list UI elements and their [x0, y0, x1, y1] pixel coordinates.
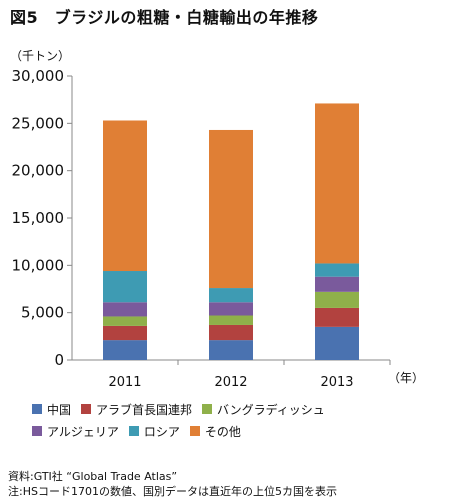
legend-item-uae: アラブ首長国連邦	[81, 401, 192, 418]
legend-label: その他	[204, 424, 241, 439]
legend-swatch	[202, 404, 213, 414]
bar-segment	[315, 103, 359, 264]
y-tick-label: 5,000	[21, 304, 64, 322]
legend-label: アルジェリア	[47, 424, 119, 439]
y-tick-label: 20,000	[12, 162, 65, 180]
bar-segment	[103, 325, 147, 341]
x-axis-unit-label: （年）	[388, 371, 425, 385]
legend-swatch	[128, 426, 139, 436]
legend-label: アラブ首長国連邦	[96, 402, 193, 417]
legend-swatch	[189, 426, 200, 436]
legend-row: アルジェリア ロシア その他	[32, 420, 450, 442]
y-tick-label: 25,000	[12, 114, 65, 132]
legend-row: 中国 アラブ首長国連邦 バングラディッシュ	[32, 398, 450, 420]
y-tick-label: 30,000	[12, 67, 65, 85]
bar-segment	[103, 271, 147, 303]
bar-segment	[315, 263, 359, 277]
bar-segment	[209, 340, 253, 360]
legend: 中国 アラブ首長国連邦 バングラディッシュ アルジェリア ロシア その他	[32, 398, 450, 442]
legend-item-russia: ロシア	[128, 423, 180, 440]
x-tick-label: 2013	[320, 375, 353, 390]
legend-swatch	[32, 404, 42, 414]
bar-segment	[103, 340, 147, 360]
bar-segment	[209, 288, 253, 303]
legend-label: バングラディッシュ	[217, 402, 325, 417]
figure-title: 図5 ブラジルの粗糖・白糖輸出の年推移	[10, 8, 319, 27]
bar-segment	[315, 291, 359, 308]
stacked-bar-chart: 0 5,000 10,000 15,000 20,000 25,000 30,000 2011…	[12, 67, 391, 390]
bar-segment	[315, 326, 359, 360]
y-tick-label: 0	[54, 351, 64, 369]
legend-item-bangladesh: バングラディッシュ	[202, 401, 325, 418]
bar-segment	[209, 302, 253, 316]
y-tick-label: 15,000	[12, 209, 65, 227]
bar-segment	[209, 315, 253, 325]
legend-swatch	[32, 426, 42, 436]
bar-segment	[103, 316, 147, 326]
legend-item-others: その他	[189, 423, 241, 440]
x-tick-label: 2011	[108, 375, 141, 390]
source-line: 資料:GTI社 “Global Trade Atlas”	[8, 470, 178, 483]
legend-swatch	[81, 404, 92, 414]
legend-label: ロシア	[143, 424, 180, 439]
bar-segment	[315, 276, 359, 292]
legend-item-china: 中国	[32, 401, 71, 418]
source-note: 資料:GTI社 “Global Trade Atlas” 注:HSコード1701…	[8, 469, 337, 499]
y-axis-unit-label: （千トン）	[10, 49, 71, 63]
note-line: 注:HSコード1701の数値、国別データは直近年の上位5カ国を表示	[8, 485, 337, 498]
bar-segment	[103, 120, 147, 272]
y-tick-label: 10,000	[12, 256, 65, 274]
x-tick-label: 2012	[214, 375, 247, 390]
legend-item-algeria: アルジェリア	[32, 423, 119, 440]
bar-segment	[315, 307, 359, 327]
bar-segment	[209, 129, 253, 289]
bar-segment	[103, 302, 147, 317]
bars	[103, 103, 359, 360]
bar-segment	[209, 324, 253, 341]
legend-label: 中国	[47, 402, 72, 417]
